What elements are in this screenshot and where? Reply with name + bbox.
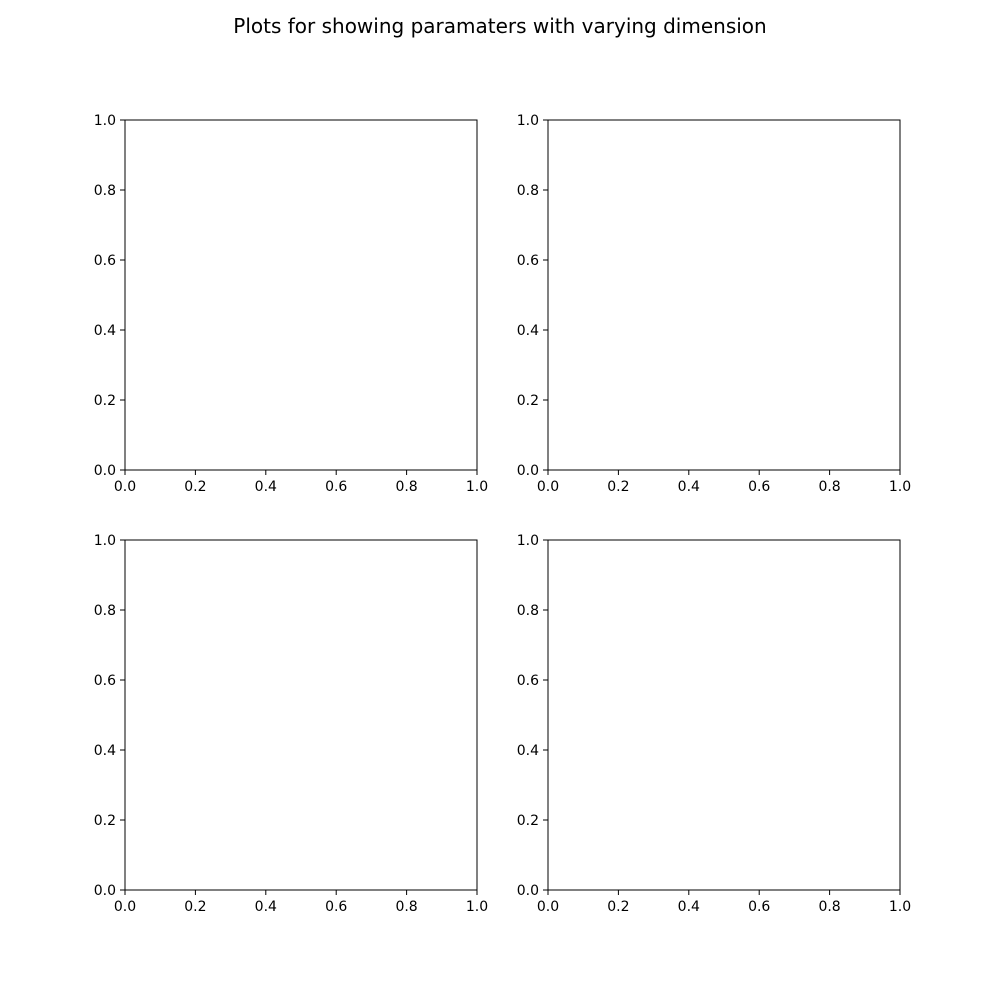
x-tick-label: 0.8 [818,899,840,915]
x-tick-label: 0.0 [537,479,559,495]
y-tick-label: 0.4 [94,323,116,339]
y-tick-label: 0.2 [517,813,539,829]
axes-bottom-left: 0.0 0.2 0.4 0.6 0.8 1.0 0.0 0.2 0.4 0.6 0.8 1.0 [94,533,488,915]
y-tick-label: 0.2 [517,393,539,409]
x-tick-label: 0.8 [395,899,417,915]
y-tick-label: 0.0 [517,463,539,479]
y-tick-label: 0.2 [94,813,116,829]
x-tick-label: 0.4 [255,899,277,915]
x-tick-label: 0.4 [255,479,277,495]
y-tick-label: 0.0 [94,463,116,479]
x-tick-label: 0.8 [395,479,417,495]
y-tick-label: 0.2 [94,393,116,409]
x-tick-label: 0.0 [537,899,559,915]
figure-title: Plots for showing paramaters with varyin… [233,14,767,38]
x-tick-label: 0.6 [748,899,770,915]
x-tick-label: 0.2 [607,899,629,915]
y-tick-label: 0.6 [94,253,116,269]
y-tick-label: 0.0 [517,883,539,899]
x-tick-label: 0.0 [114,899,136,915]
x-tick-label: 0.2 [184,479,206,495]
y-tick-label: 0.8 [94,183,116,199]
x-tick-label: 0.8 [818,479,840,495]
y-tick-label: 1.0 [517,113,539,129]
x-tick-label: 0.2 [184,899,206,915]
y-tick-label: 0.4 [517,743,539,759]
y-tick-label: 0.8 [94,603,116,619]
x-tick-label: 1.0 [466,899,488,915]
axes-frame [124,119,478,471]
y-tick-label: 0.8 [517,603,539,619]
x-tick-label: 1.0 [466,479,488,495]
y-tick-label: 0.4 [517,323,539,339]
x-tick-label: 0.0 [114,479,136,495]
y-tick-label: 0.6 [517,673,539,689]
x-tick-label: 0.6 [325,899,347,915]
y-tick-label: 1.0 [517,533,539,549]
axes-frame [124,539,478,891]
axes-bottom-right: 0.0 0.2 0.4 0.6 0.8 1.0 0.0 0.2 0.4 0.6 0.8 1.0 [517,533,911,915]
axes-frame [547,539,901,891]
y-tick-label: 1.0 [94,533,116,549]
y-tick-label: 1.0 [94,113,116,129]
axes-frame [547,119,901,471]
y-tick-label: 0.6 [517,253,539,269]
x-tick-label: 1.0 [889,479,911,495]
axes-top-right: 0.0 0.2 0.4 0.6 0.8 1.0 0.0 0.2 0.4 0.6 0.8 1.0 [517,113,911,495]
x-tick-label: 0.4 [678,899,700,915]
y-tick-label: 0.6 [94,673,116,689]
axes-top-left: 0.0 0.2 0.4 0.6 0.8 1.0 0.0 0.2 0.4 0.6 0.8 1.0 [94,113,488,495]
x-tick-label: 0.6 [748,479,770,495]
y-tick-label: 0.8 [517,183,539,199]
x-tick-label: 0.4 [678,479,700,495]
y-tick-label: 0.0 [94,883,116,899]
x-tick-label: 1.0 [889,899,911,915]
x-tick-label: 0.2 [607,479,629,495]
x-tick-label: 0.6 [325,479,347,495]
y-tick-label: 0.4 [94,743,116,759]
